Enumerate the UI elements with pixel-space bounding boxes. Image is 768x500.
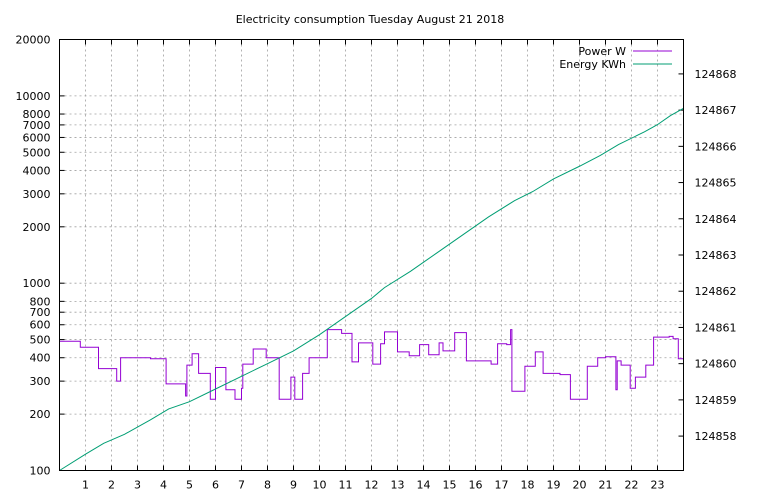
legend: Power W Energy KWh [559, 45, 672, 71]
y-tick-label: 3000 [23, 188, 51, 201]
plot-series [59, 107, 684, 471]
plot-frame [59, 39, 684, 471]
power-series-line [59, 329, 684, 400]
x-tick-label: 4 [160, 479, 167, 492]
y-tick-label: 300 [30, 375, 51, 388]
y2-tick-label: 124858 [695, 430, 737, 443]
y-tick-label: 8000 [23, 108, 51, 121]
y-tick-label: 4000 [23, 164, 51, 177]
y-tick-label: 5000 [23, 146, 51, 159]
y2-tick-label: 124860 [695, 358, 737, 371]
y-tick-label: 100 [30, 465, 51, 478]
x-tick-label: 21 [599, 479, 613, 492]
legend-label-power: Power W [578, 45, 626, 58]
y-tick-label: 500 [30, 334, 51, 347]
y-tick-label: 2000 [23, 221, 51, 234]
y-tick-label: 1000 [23, 277, 51, 290]
y2-tick-label: 124861 [695, 321, 737, 334]
x-tick-label: 10 [313, 479, 327, 492]
y2-tick-label: 124862 [695, 285, 737, 298]
x-tick-label: 13 [391, 479, 405, 492]
grid [59, 39, 684, 471]
x-tick-label: 9 [290, 479, 297, 492]
x-tick-label: 8 [264, 479, 271, 492]
x-tick-label: 11 [339, 479, 353, 492]
x-tick-label: 6 [212, 479, 219, 492]
y2-tick-label: 124859 [695, 394, 737, 407]
ticks [59, 39, 684, 471]
y2-tick-label: 124867 [695, 104, 737, 117]
y-tick-label: 600 [30, 319, 51, 332]
y-tick-label: 10000 [16, 90, 51, 103]
y2-tick-label: 124864 [695, 213, 737, 226]
energy-series-line [59, 107, 684, 471]
y2-tick-label: 124866 [695, 140, 737, 153]
y-tick-label: 800 [30, 295, 51, 308]
legend-label-energy: Energy KWh [559, 58, 626, 71]
x-tick-label: 16 [469, 479, 483, 492]
y2-tick-label: 124865 [695, 177, 737, 190]
x-tick-label: 2 [108, 479, 115, 492]
x-tick-label: 15 [443, 479, 457, 492]
y-tick-label: 400 [30, 352, 51, 365]
x-tick-label: 1 [82, 479, 89, 492]
x-tick-label: 22 [625, 479, 639, 492]
y2-tick-label: 124863 [695, 249, 737, 262]
y-tick-label: 6000 [23, 131, 51, 144]
y-tick-label: 200 [30, 408, 51, 421]
y-tick-label: 700 [30, 306, 51, 319]
x-tick-label: 19 [547, 479, 561, 492]
x-tick-label: 14 [417, 479, 431, 492]
x-tick-label: 20 [573, 479, 587, 492]
x-tick-label: 7 [238, 479, 245, 492]
x-tick-label: 3 [134, 479, 141, 492]
y2-tick-label: 124868 [695, 68, 737, 81]
tick-labels: 1 2 3 4 5 6 7 8 9 10 11 12 13 14 15 16 17 18 19 20 21 22 23100… [16, 34, 737, 492]
y-tick-label: 7000 [23, 119, 51, 132]
x-tick-label: 12 [365, 479, 379, 492]
chart-title: Electricity consumption Tuesday August 2… [236, 13, 505, 26]
x-tick-label: 23 [651, 479, 665, 492]
x-tick-label: 18 [521, 479, 535, 492]
y-tick-label: 20000 [16, 34, 51, 47]
x-tick-label: 5 [186, 479, 193, 492]
x-tick-label: 17 [495, 479, 509, 492]
